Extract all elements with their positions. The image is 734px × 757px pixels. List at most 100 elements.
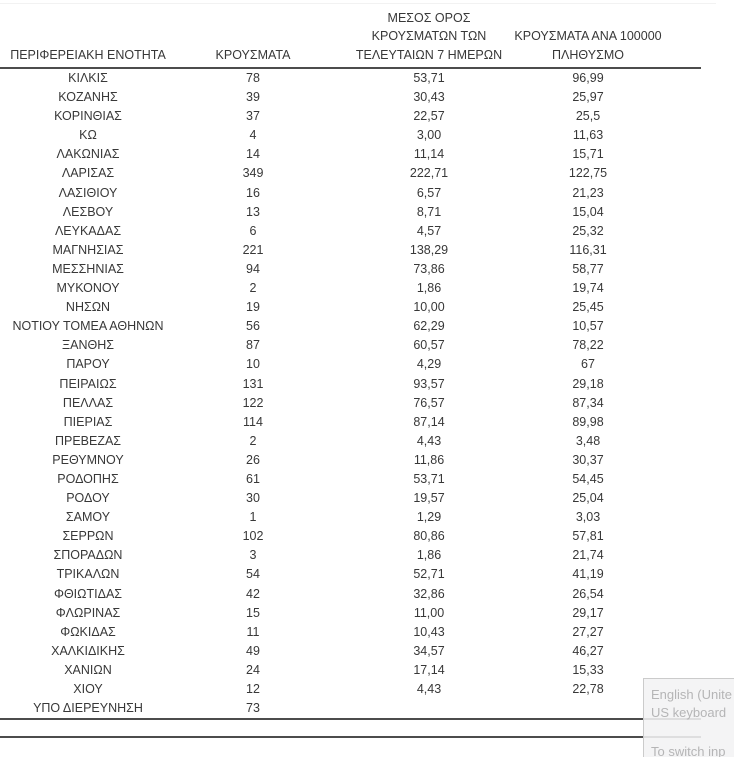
cell-avg7: 53,71 <box>413 71 445 85</box>
table-row: ΝΟΤΙΟΥ ΤΟΜΕΑ ΑΘΗΝΩΝ 56 62,29 10,57 <box>0 317 648 336</box>
cell-cases: 26 <box>246 452 260 467</box>
cell-per100k: 29,18 <box>572 376 604 391</box>
cell-per100k: 10,57 <box>572 319 604 334</box>
cell-cases: 12 <box>246 682 260 696</box>
cell-per100k: 15,04 <box>572 204 604 219</box>
cell-per100k: 89,98 <box>572 414 604 429</box>
page-bottom-rule <box>0 736 701 738</box>
cell-avg7: 19,57 <box>413 491 445 506</box>
table-row: ΛΑΚΩΝΙΑΣ 14 11,14 15,71 <box>0 145 648 164</box>
cell-cases: 42 <box>246 586 260 601</box>
cell-per100k: 25,45 <box>572 300 604 315</box>
cell-region: ΥΠΟ ΔΙΕΡΕΥΝΗΣΗ <box>33 701 143 716</box>
table-row: ΥΠΟ ΔΙΕΡΕΥΝΗΣΗ 73 <box>0 699 648 718</box>
cell-avg7: 138,29 <box>409 242 449 257</box>
table-row: ΡΟΔΟΠΗΣ 61 53,71 54,45 <box>0 470 648 489</box>
cell-avg7: 73,86 <box>413 261 445 276</box>
cell-cases: 10 <box>246 357 260 372</box>
cell-region: ΠΕΛΛΑΣ <box>62 395 114 410</box>
keyboard-layout-popup: English (Unite US keyboard To switch inp <box>643 678 734 757</box>
keyboard-layout-item[interactable]: US keyboard <box>651 705 727 720</box>
input-language-item[interactable]: English (Unite <box>651 687 732 702</box>
table-row: ΧΑΝΙΩΝ 24 17,14 15,33 <box>0 661 648 680</box>
table-row: ΜΕΣΣΗΝΙΑΣ 94 73,86 58,77 <box>0 260 648 279</box>
cell-cases: 3 <box>249 548 257 563</box>
cell-cases: 102 <box>242 529 264 544</box>
cell-per100k: 87,34 <box>572 395 604 410</box>
cell-avg7: 53,71 <box>413 471 445 486</box>
cell-avg7: 10,43 <box>413 624 445 639</box>
cell-avg7: 10,00 <box>413 300 445 315</box>
cell-region: ΡΕΘΥΜΝΟΥ <box>52 452 124 467</box>
cell-cases: 4 <box>249 128 257 143</box>
cell-avg7: 1,86 <box>416 548 442 563</box>
cell-avg7: 30,43 <box>413 90 445 105</box>
cell-per100k: 78,22 <box>572 338 604 353</box>
cell-region: ΠΙΕΡΙΑΣ <box>63 414 113 429</box>
table-row: ΜΥΚΟΝΟΥ 2 1,86 19,74 <box>0 279 648 298</box>
cell-avg7: 93,57 <box>413 376 445 391</box>
cell-avg7: 11,00 <box>413 605 445 620</box>
table-row: ΛΑΣΙΘΙΟΥ 16 6,57 21,23 <box>0 184 648 203</box>
cell-per100k: 116,31 <box>569 242 607 257</box>
cell-region: ΠΕΙΡΑΙΩΣ <box>59 376 117 391</box>
cell-cases: 37 <box>246 109 260 124</box>
cell-per100k: 15,71 <box>572 147 604 162</box>
cell-per100k: 3,03 <box>575 510 601 525</box>
cell-avg7: 62,29 <box>413 319 445 334</box>
header-per100k-line1: ΚΡΟΥΣΜΑΤΑ ΑΝΑ 100000 <box>514 29 662 43</box>
cell-region: ΚΙΛΚΙΣ <box>68 71 108 85</box>
header-avg7-line1: ΜΕΣΟΣ ΟΡΟΣ <box>387 10 471 25</box>
cell-cases: 114 <box>243 414 263 429</box>
cell-cases: 19 <box>246 300 260 315</box>
cell-per100k: 46,27 <box>572 643 604 658</box>
cell-avg7: 3,00 <box>416 128 442 143</box>
cell-avg7: 76,57 <box>413 395 445 410</box>
cell-region: ΦΛΩΡΙΝΑΣ <box>55 605 121 620</box>
cell-cases: 61 <box>246 471 260 486</box>
table-row: ΧΙΟΥ 12 4,43 22,78 <box>0 680 648 699</box>
cell-cases: 2 <box>249 433 257 448</box>
cell-region: ΛΑΣΙΘΙΟΥ <box>58 185 118 200</box>
cell-per100k: 19,74 <box>572 281 604 296</box>
cell-cases: 39 <box>246 90 260 105</box>
cell-region: ΦΘΙΩΤΙΔΑΣ <box>53 586 123 601</box>
table-bottom-rule <box>0 718 701 720</box>
cell-cases: 11 <box>246 624 260 639</box>
cell-avg7: 22,57 <box>413 109 445 124</box>
cell-avg7: 60,57 <box>413 338 445 353</box>
cell-cases: 94 <box>246 261 260 276</box>
cell-avg7: 4,43 <box>416 682 442 696</box>
cell-region: ΜΕΣΣΗΝΙΑΣ <box>52 261 124 276</box>
cell-cases: 131 <box>242 376 264 391</box>
cell-per100k: 25,5 <box>575 109 601 124</box>
cell-avg7: 6,57 <box>416 185 442 200</box>
table-row: ΤΡΙΚΑΛΩΝ 54 52,71 41,19 <box>0 565 648 584</box>
cell-region: ΦΩΚΙΔΑΣ <box>60 624 116 639</box>
cell-per100k <box>528 699 648 718</box>
cell-cases: 30 <box>246 491 260 506</box>
cell-per100k: 27,27 <box>572 624 604 639</box>
table-row: ΧΑΛΚΙΔΙΚΗΣ 49 34,57 46,27 <box>0 642 648 661</box>
cell-cases: 13 <box>246 204 260 219</box>
table-row: ΠΡΕΒΕΖΑΣ 2 4,43 3,48 <box>0 432 648 451</box>
cell-cases: 2 <box>249 281 257 296</box>
cell-per100k: 15,33 <box>572 662 604 677</box>
cell-cases: 122 <box>242 395 264 410</box>
cell-cases: 15 <box>246 605 260 620</box>
cell-cases: 6 <box>249 223 257 238</box>
cell-cases: 16 <box>246 185 260 200</box>
header-per100k: ΚΡΟΥΣΜΑΤΑ ΑΝΑ 100000 ΠΛΗΘΥΣΜΟ <box>468 27 708 64</box>
table-row: ΝΗΣΩΝ 19 10,00 25,45 <box>0 298 648 317</box>
table-row: ΚΟΖΑΝΗΣ 39 30,43 25,97 <box>0 88 648 107</box>
table-row: ΚΟΡΙΝΘΙΑΣ 37 22,57 25,5 <box>0 107 648 126</box>
cell-avg7: 87,14 <box>413 414 445 429</box>
cell-region: ΧΑΛΚΙΔΙΚΗΣ <box>51 643 125 658</box>
cell-region: ΛΑΡΙΣΑΣ <box>61 166 115 181</box>
cell-per100k: 122,75 <box>568 166 608 181</box>
table-row: ΣΠΟΡΑΔΩΝ 3 1,86 21,74 <box>0 546 648 565</box>
cell-region: ΣΕΡΡΩΝ <box>62 529 114 544</box>
cell-per100k: 29,17 <box>572 605 604 620</box>
cell-region: ΛΑΚΩΝΙΑΣ <box>56 147 120 162</box>
